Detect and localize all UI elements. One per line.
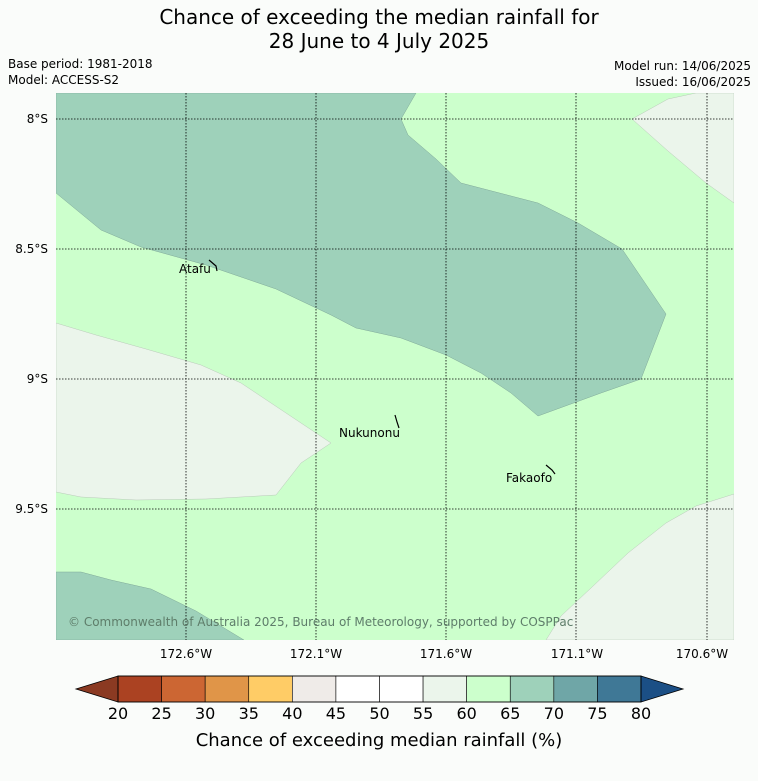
colorbar-cell xyxy=(422,675,467,703)
lat-label-9-5: 9.5°S xyxy=(15,502,48,516)
copyright-notice: © Commonwealth of Australia 2025, Bureau… xyxy=(68,615,573,629)
colorbar-tick-label: 55 xyxy=(412,704,434,723)
lon-label-171-1: 171.1°W xyxy=(550,647,604,661)
map-title: Chance of exceeding the median rainfall … xyxy=(0,5,758,53)
colorbar-tick-label: 70 xyxy=(543,704,564,723)
colorbar-tick-label: 45 xyxy=(325,704,347,723)
colorbar-cell xyxy=(248,675,293,703)
base-period: Base period: 1981-2018 xyxy=(8,57,153,71)
map-panel: Atafu Nukunonu Fakaofo © Commonwealth of… xyxy=(56,93,734,640)
lon-label-170-6: 170.6°W xyxy=(675,647,729,661)
region-65-70-southwest xyxy=(56,571,245,640)
colorbar-cell xyxy=(161,675,206,703)
colorbar-under-triangle xyxy=(74,675,119,703)
colorbar-tick-label: 50 xyxy=(369,704,390,723)
meta-left: Base period: 1981-2018 Model: ACCESS-S2 xyxy=(8,56,153,88)
colorbar-tick-label: 60 xyxy=(456,704,477,723)
colorbar-over-triangle xyxy=(640,675,685,703)
atoll-outlines xyxy=(208,259,556,475)
colorbar-tick-label: 75 xyxy=(587,704,608,723)
colorbar-cell xyxy=(597,675,642,703)
colorbar-cell xyxy=(509,675,555,703)
gridlines xyxy=(56,93,734,640)
colorbar-tick-label: 35 xyxy=(238,704,259,723)
colorbar-cell xyxy=(466,675,511,703)
region-65-70-north xyxy=(56,93,667,417)
region-55-60-northeast xyxy=(631,93,734,204)
colorbar-cells xyxy=(117,675,642,703)
place-atafu: Atafu xyxy=(179,262,211,276)
colorbar-tick-label: 30 xyxy=(194,704,216,723)
colorbar-tick-label: 80 xyxy=(630,704,652,723)
colorbar-tick-label: 20 xyxy=(107,704,129,723)
title-line-2: 28 June to 4 July 2025 xyxy=(268,29,490,53)
place-nukunonu: Nukunonu xyxy=(339,426,400,440)
meta-right: Model run: 14/06/2025 Issued: 16/06/2025 xyxy=(614,58,751,90)
lon-label-171-6: 171.6°W xyxy=(419,647,473,661)
colorbar-cell xyxy=(117,675,162,703)
fakaofo-outline xyxy=(545,464,556,475)
colorbar-label: Chance of exceeding median rainfall (%) xyxy=(195,730,563,751)
lat-label-8-5: 8.5°S xyxy=(15,242,48,256)
issued-date: Issued: 16/06/2025 xyxy=(635,75,751,89)
colorbar-cell xyxy=(204,675,250,703)
place-fakaofo: Fakaofo xyxy=(506,471,552,485)
colorbar-cell xyxy=(379,675,424,703)
lat-label-8: 8°S xyxy=(26,112,48,126)
colorbar-cell xyxy=(292,675,337,703)
colorbar-frame xyxy=(117,675,642,703)
region-55-60-southeast xyxy=(545,493,734,640)
title-line-1: Chance of exceeding the median rainfall … xyxy=(159,5,599,29)
colorbar-cell xyxy=(553,675,598,703)
nukunonu-outline xyxy=(394,414,400,429)
colorbar xyxy=(74,675,685,703)
colorbar-tick-label: 25 xyxy=(151,704,172,723)
atafu-outline xyxy=(208,259,218,272)
lon-label-172-6: 172.6°W xyxy=(159,647,213,661)
lat-label-9: 9°S xyxy=(26,372,48,386)
colorbar-cell xyxy=(335,675,380,703)
lon-label-172-1: 172.1°W xyxy=(289,647,343,661)
model-name: Model: ACCESS-S2 xyxy=(8,73,120,87)
model-run: Model run: 14/06/2025 xyxy=(613,59,751,73)
colorbar-tick-label: 40 xyxy=(282,704,303,723)
colorbar-tick-label: 65 xyxy=(500,704,521,723)
